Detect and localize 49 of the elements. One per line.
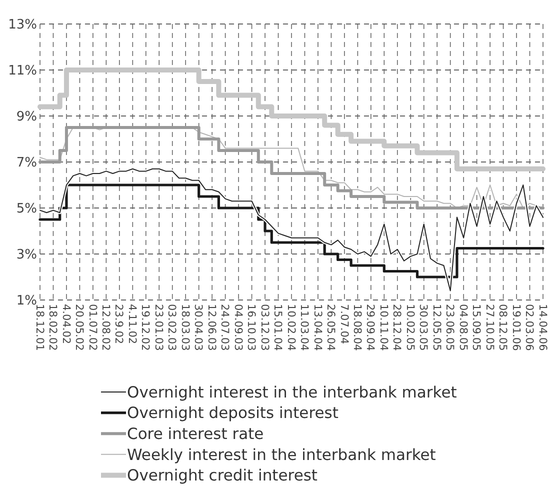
legend-label: Overnight credit interest	[127, 466, 318, 485]
x-tick-label: 12.06.03	[205, 304, 218, 351]
y-tick-label: 11%	[8, 64, 37, 79]
legend-label: Weekly interest in the interbank market	[127, 446, 436, 464]
y-tick-label: 13%	[8, 18, 37, 33]
x-tick-label: 15.09.05	[470, 304, 482, 351]
x-tick-label: 12.05.05	[430, 304, 442, 351]
x-tick-label: 18.02.02	[46, 304, 59, 351]
x-tick-label: 28.12.04	[390, 304, 403, 352]
x-tick-label: 10.11.04	[377, 304, 390, 352]
x-tick-label: 04.09.03	[232, 304, 244, 351]
legend-label: Overnight deposits interest	[127, 404, 338, 422]
x-tick-label: 01.07.02	[86, 304, 98, 351]
x-tick-label: 10.02.05	[404, 304, 416, 351]
x-tick-label: 23.01.03	[152, 304, 164, 351]
x-tick-label: 13.04.04	[311, 304, 324, 352]
x-tick-label: 24.07.03	[218, 304, 231, 351]
x-tick-label: 02.03.06	[523, 304, 536, 352]
x-tick-label: 19.12.02	[139, 304, 152, 351]
x-tick-label: 18.03.03	[178, 304, 191, 351]
x-tick-label: 18.08.04	[351, 304, 364, 352]
x-tick-label: 04.08.05	[456, 304, 469, 351]
x-tick-label: 08.12.05	[496, 304, 509, 351]
x-tick-label: 26.05.04	[324, 304, 337, 352]
x-tick-label: 19.01.06	[510, 304, 522, 352]
x-tick-label: 23.06.05	[444, 304, 456, 351]
x-tick-label: 23.9.02	[112, 304, 125, 344]
x-tick-label: 27.10.05	[483, 304, 496, 351]
x-tick-label: 03.02.03	[166, 304, 178, 351]
y-tick-label: 9%	[16, 110, 37, 125]
x-tick-label: 20.05.02	[73, 304, 86, 351]
x-tick-label: 29.09.04	[364, 304, 376, 352]
legend-label: Core interest rate	[127, 425, 264, 444]
x-tick-label: 14.04.06	[536, 304, 548, 352]
y-tick-label: 3%	[16, 248, 37, 263]
x-tick-label: 4.11.02	[126, 304, 138, 344]
x-tick-label: 11.03.04	[298, 304, 310, 352]
x-tick-label: 30.03.05	[417, 304, 430, 351]
x-tick-label: 16.10.03	[245, 304, 258, 351]
legend-label: Overnight interest in the interbank market	[127, 383, 457, 402]
x-tick-label: 10.02.04	[284, 304, 297, 352]
x-tick-label: 7.07.04	[338, 304, 350, 344]
y-tick-label: 7%	[16, 156, 37, 171]
x-tick-label: 4.04.02	[60, 304, 72, 344]
x-tick-label: 30.04.03	[192, 304, 204, 351]
x-tick-label: 15.01.04	[272, 304, 284, 352]
x-tick-label: 03.12.03	[258, 304, 270, 351]
x-tick-label: 12.08.02	[100, 304, 112, 351]
y-tick-label: 5%	[16, 202, 37, 217]
